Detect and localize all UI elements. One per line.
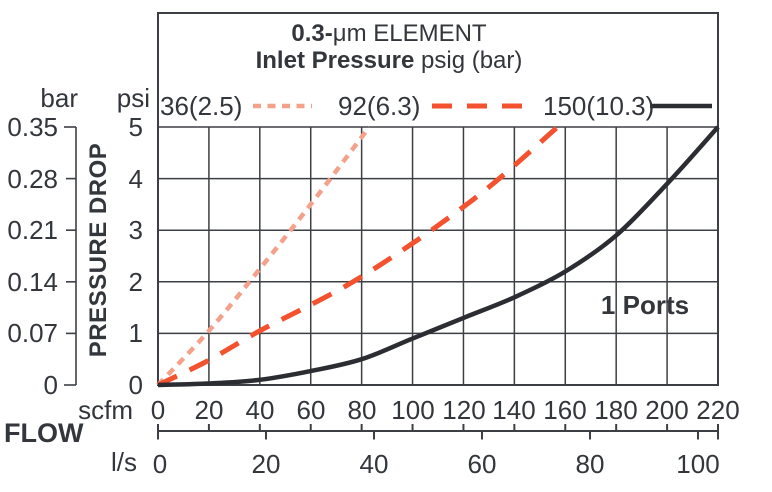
ls-tick-label: 20: [251, 449, 281, 479]
scfm-tick-label: 100: [391, 395, 435, 425]
scfm-tick-label: 180: [594, 395, 638, 425]
scfm-tick-label: 140: [492, 395, 536, 425]
title-element-size: 0.3-: [291, 20, 333, 47]
psi-unit-label: psi: [116, 83, 150, 113]
psi-tick-label: 1: [128, 318, 143, 348]
pressure-drop-axis-title: PRESSURE DROP: [85, 142, 112, 358]
bar-tick-label: 0.07: [7, 318, 58, 348]
bar-tick-label: 0.21: [7, 215, 58, 245]
scfm-tick-label: 220: [696, 395, 740, 425]
ls-tick-label: 40: [359, 449, 389, 479]
ls-tick-label: 0: [152, 449, 168, 479]
scfm-tick-label: 20: [194, 395, 224, 425]
bar-unit-label: bar: [40, 83, 78, 113]
psi-tick-label: 0: [128, 370, 143, 400]
bar-tick-label: 0: [43, 370, 58, 400]
bar-tick-label: 0.35: [7, 112, 58, 142]
scfm-unit-label: scfm: [78, 395, 133, 425]
legend-label-92psig: 92(6.3): [338, 91, 421, 121]
scfm-tick-label: 120: [442, 395, 486, 425]
scfm-tick-label: 200: [645, 395, 689, 425]
title-units: psig (bar): [414, 47, 523, 74]
psi-tick-label: 3: [128, 215, 143, 245]
flow-axis-title: FLOW: [4, 418, 84, 448]
scfm-tick-label: 0: [150, 395, 166, 425]
ports-annotation: 1 Ports: [600, 290, 690, 320]
psi-tick-label: 5: [128, 112, 143, 142]
psi-tick-label: 4: [128, 164, 143, 194]
psi-tick-label: 2: [128, 267, 143, 297]
ls-tick-label: 60: [467, 449, 497, 479]
chart-title-line2: Inlet Pressure psig (bar): [158, 47, 620, 74]
chart-title: 0.3-μm ELEMENT Inlet Pressure psig (bar): [158, 20, 620, 74]
chart-title-line1: 0.3-μm ELEMENT: [158, 20, 620, 47]
title-element-rest: μm ELEMENT: [332, 20, 487, 47]
scfm-tick-label: 80: [347, 395, 377, 425]
bar-tick-label: 0.14: [7, 267, 58, 297]
legend-label-150psig: 150(10.3): [543, 91, 655, 121]
ls-tick-label: 80: [575, 449, 605, 479]
scfm-tick-label: 160: [543, 395, 587, 425]
ls-unit-label: l/s: [111, 447, 137, 477]
legend-label-36psig: 36(2.5): [160, 91, 243, 121]
title-inlet-pressure: Inlet Pressure: [255, 47, 415, 74]
bar-tick-label: 0.28: [7, 164, 58, 194]
scfm-tick-label: 60: [296, 395, 326, 425]
ls-tick-label: 100: [676, 449, 720, 479]
scfm-tick-label: 40: [245, 395, 275, 425]
